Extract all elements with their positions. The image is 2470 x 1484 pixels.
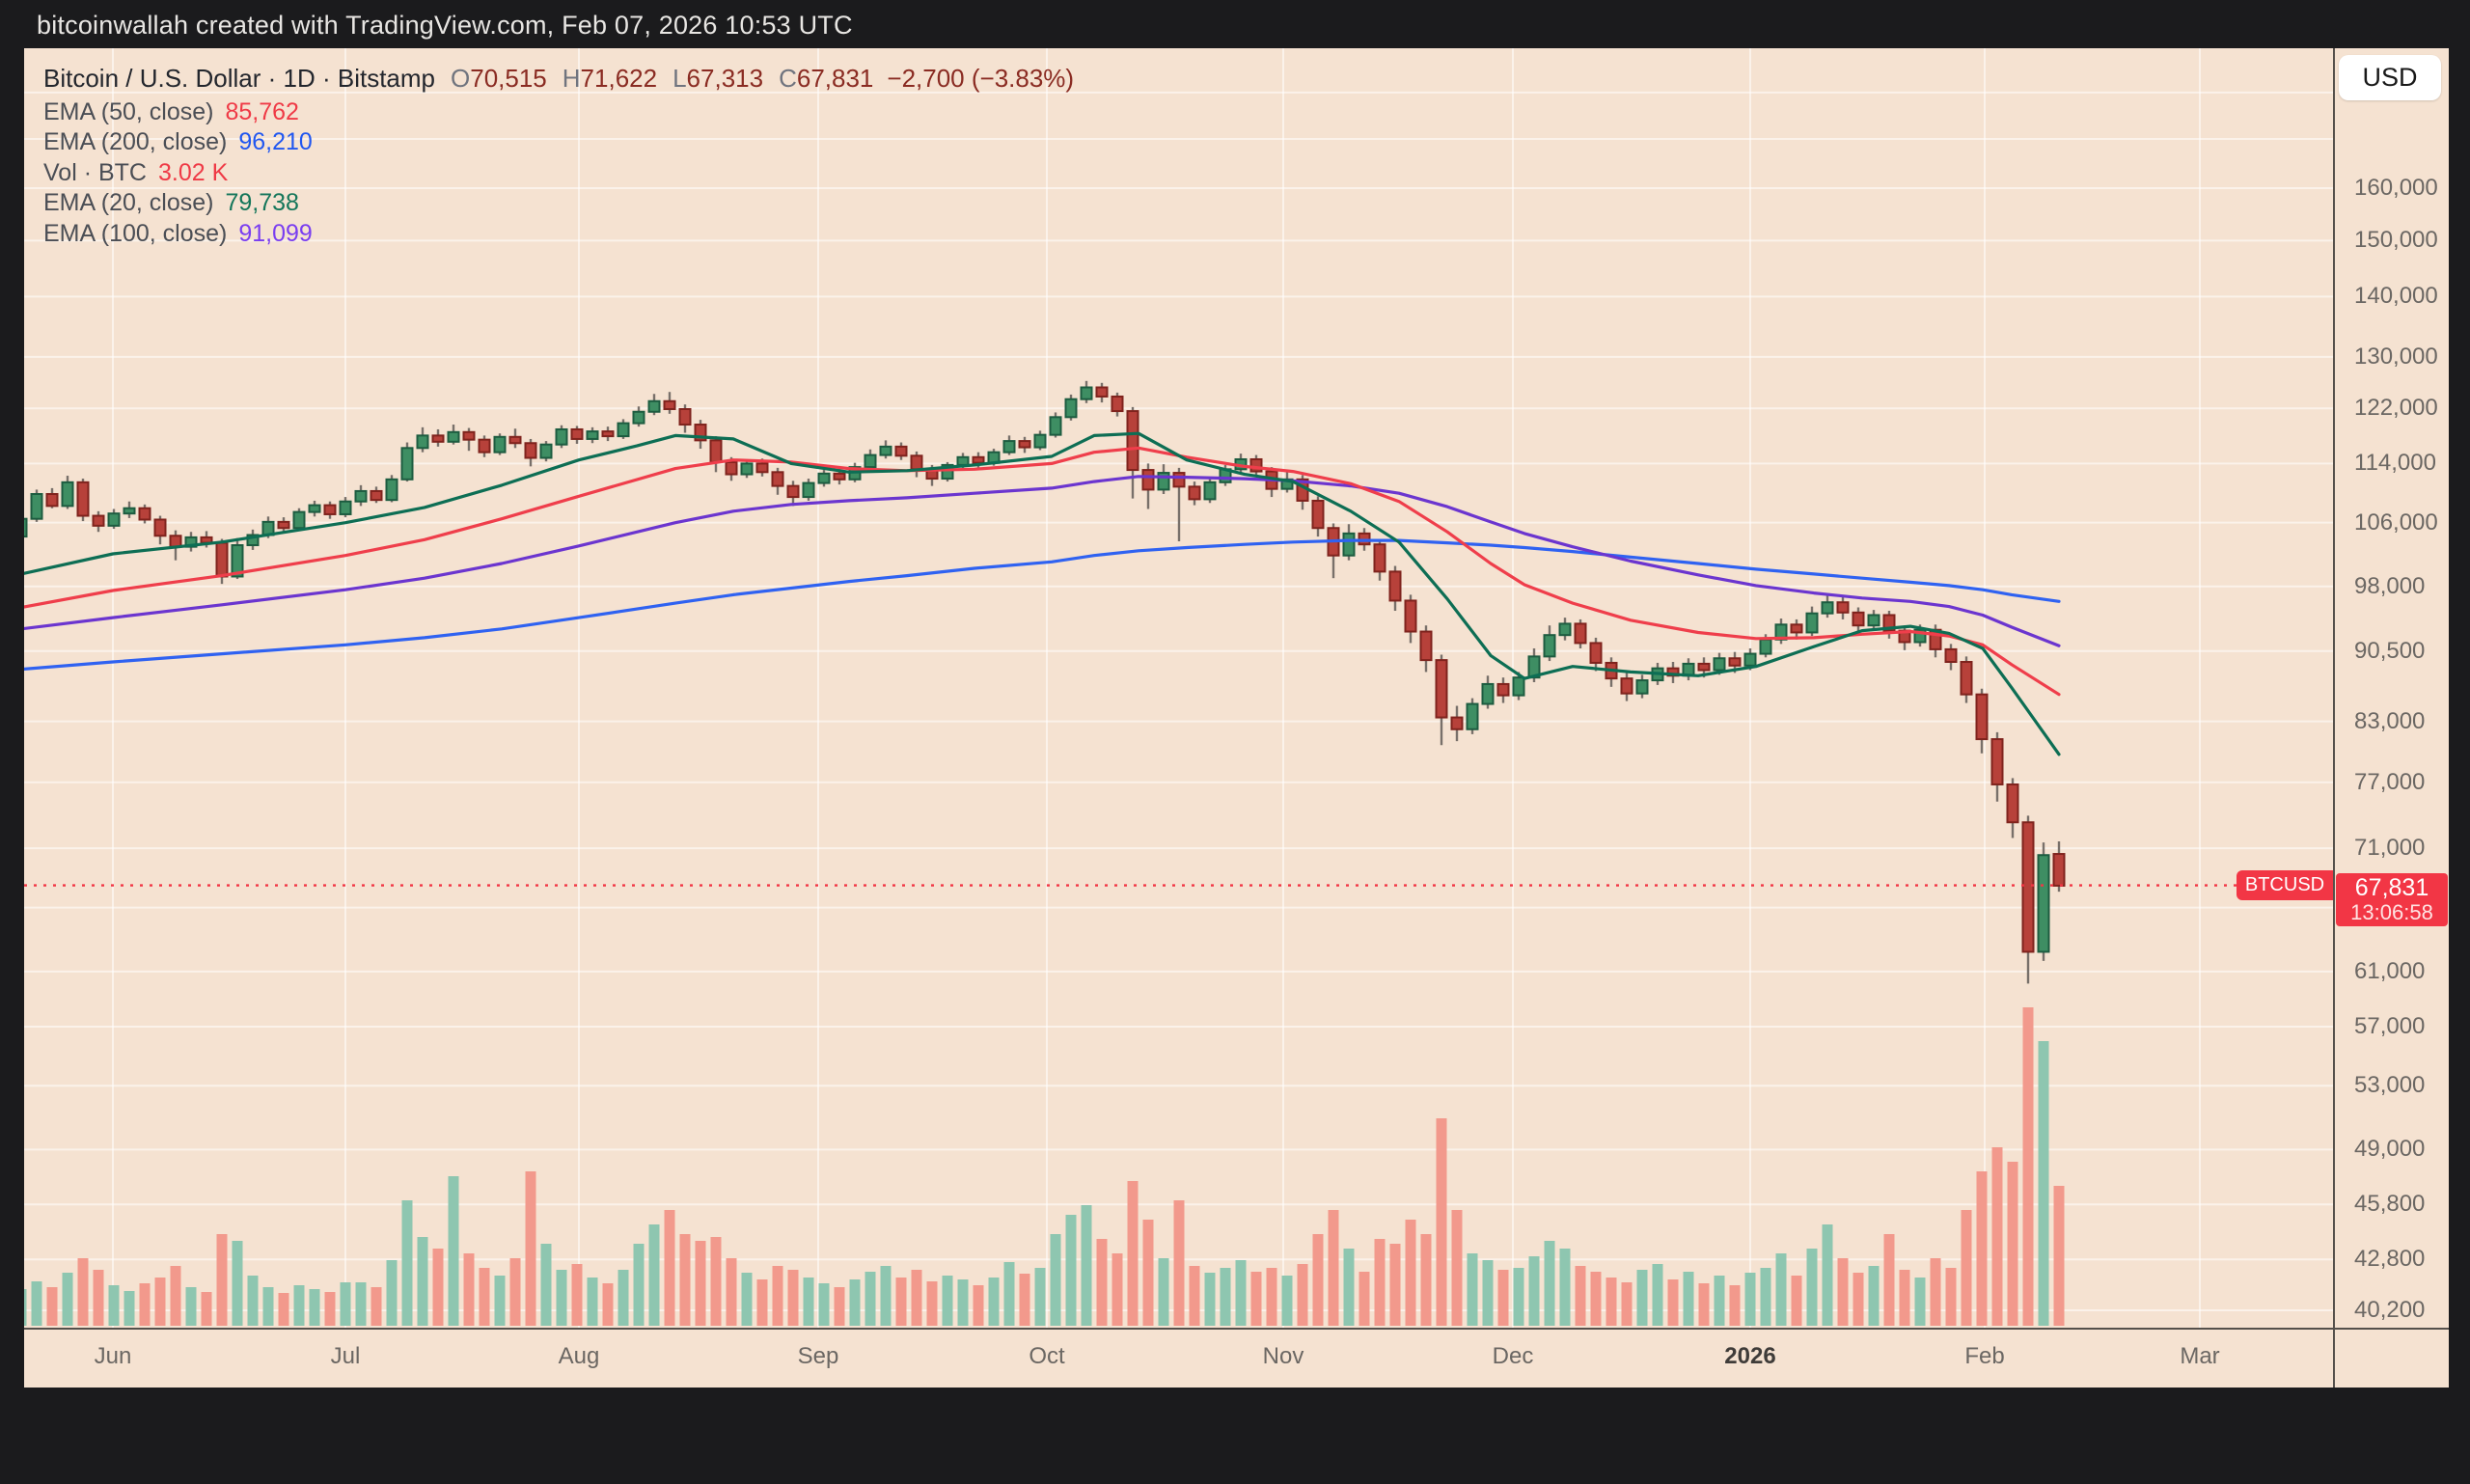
indicator-value: 79,738	[225, 189, 299, 216]
chart-panel[interactable]	[24, 48, 2449, 1388]
indicator-row[interactable]: EMA (100, close) 91,099	[43, 219, 1074, 247]
price-axis-label: 53,000	[2354, 1072, 2426, 1099]
change-value: −2,700 (−3.83%)	[887, 64, 1075, 93]
price-axis-label: 114,000	[2354, 450, 2436, 477]
price-axis-label: 57,000	[2354, 1013, 2426, 1039]
price-axis-label: 150,000	[2354, 227, 2438, 254]
price-axis-label: 122,000	[2354, 395, 2438, 422]
price-axis-label: 106,000	[2354, 508, 2438, 536]
indicator-value: 91,099	[238, 219, 313, 247]
time-axis-label: Dec	[1492, 1343, 1534, 1369]
indicator-row[interactable]: EMA (50, close) 85,762	[43, 97, 1074, 125]
last-price-symbol-pill: BTCUSD	[2237, 870, 2333, 900]
attribution-text: bitcoinwallah created with TradingView.c…	[37, 11, 853, 40]
time-axis-label: Jul	[330, 1343, 361, 1369]
footer-bar: TradingView	[0, 1388, 2470, 1484]
price-axis-label: 40,200	[2354, 1297, 2426, 1323]
price-axis-separator	[2333, 48, 2335, 1388]
indicator-value: 3.02 K	[157, 158, 229, 186]
chart-legend[interactable]: Bitcoin / U.S. Dollar · 1D · Bitstamp O70…	[43, 64, 1074, 246]
time-axis-label: 2026	[1724, 1343, 1776, 1369]
ohlc-value: 70,515	[470, 64, 547, 93]
ohlc-letter: O	[451, 64, 471, 93]
time-axis-label: Feb	[1964, 1343, 2005, 1369]
ohlc-value: 71,622	[580, 64, 658, 93]
price-axis-label: 61,000	[2354, 957, 2426, 984]
indicator-value: 85,762	[225, 97, 299, 125]
last-price-value: 67,831	[2354, 874, 2429, 901]
ohlc-letter: H	[562, 64, 581, 93]
time-axis-label: Nov	[1262, 1343, 1304, 1369]
price-axis-label: 130,000	[2354, 343, 2438, 370]
countdown-timer: 13:06:58	[2350, 900, 2433, 924]
ohlc-value: 67,831	[796, 64, 874, 93]
indicator-row[interactable]: EMA (200, close) 96,210	[43, 130, 1074, 154]
indicator-row[interactable]: EMA (20, close) 79,738	[43, 191, 1074, 215]
price-axis-label: 71,000	[2354, 835, 2426, 862]
attribution-bar: bitcoinwallah created with TradingView.c…	[0, 0, 2470, 48]
price-axis-label: 83,000	[2354, 707, 2426, 734]
indicator-label: EMA (50, close)	[43, 97, 214, 125]
indicator-label: EMA (100, close)	[43, 219, 228, 247]
symbol-title[interactable]: Bitcoin / U.S. Dollar · 1D · Bitstamp	[43, 64, 435, 93]
ohlc-value: 67,313	[686, 64, 764, 93]
price-axis-label: 140,000	[2354, 283, 2438, 310]
indicator-value: 96,210	[238, 128, 313, 155]
last-price-badge: 67,831 13:06:58	[2336, 873, 2448, 926]
symbol-legend-line[interactable]: Bitcoin / U.S. Dollar · 1D · Bitstamp O70…	[43, 64, 1074, 94]
time-axis-label: Sep	[797, 1343, 839, 1369]
time-axis-label: Oct	[1029, 1343, 1065, 1369]
indicator-label: EMA (200, close)	[43, 128, 228, 155]
time-axis-label: Mar	[2180, 1343, 2220, 1369]
ohlc-letter: L	[672, 64, 687, 93]
indicator-label: EMA (20, close)	[43, 189, 214, 216]
indicator-row[interactable]: Vol · BTC 3.02 K	[43, 158, 1074, 186]
price-axis-label: 45,800	[2354, 1191, 2426, 1218]
price-axis-label: 77,000	[2354, 768, 2426, 795]
price-axis-label: 90,500	[2354, 637, 2426, 664]
ohlc-letter: C	[779, 64, 797, 93]
indicator-label: Vol · BTC	[43, 158, 147, 186]
time-axis-separator	[24, 1328, 2449, 1330]
currency-toggle-button[interactable]: USD	[2339, 55, 2441, 100]
price-axis-label: 42,800	[2354, 1246, 2426, 1273]
time-axis-label: Jun	[94, 1343, 132, 1369]
price-axis-label: 98,000	[2354, 572, 2426, 599]
price-axis-label: 160,000	[2354, 175, 2438, 201]
time-axis-label: Aug	[558, 1343, 600, 1369]
price-axis-label: 49,000	[2354, 1136, 2426, 1163]
